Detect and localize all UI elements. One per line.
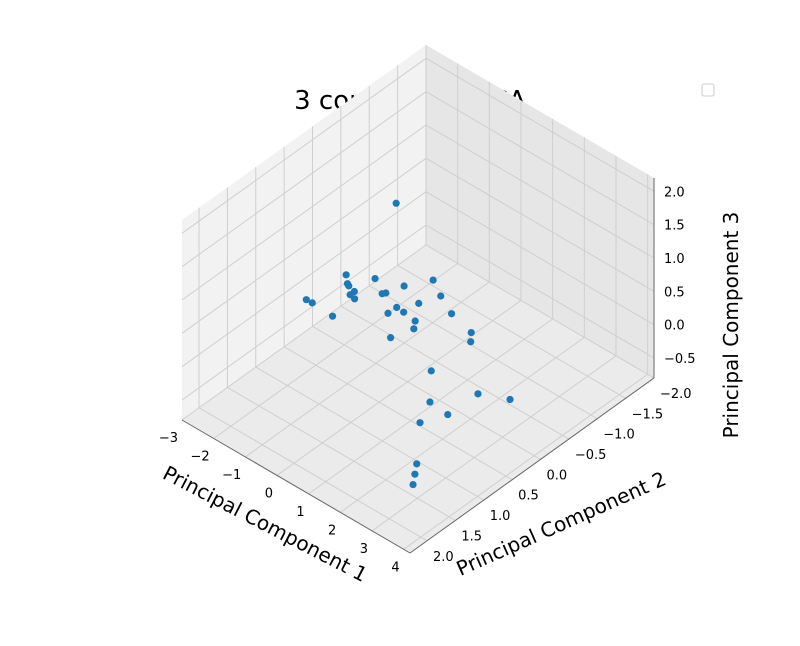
grid-line-z [181,224,427,401]
y-tick-label: 0.0 [547,468,568,483]
z-tick-label: −0.5 [664,352,696,367]
scatter-point [506,395,514,404]
x-tick-label: 0 [265,486,273,501]
scatter-point [350,287,358,296]
x-tick-label: 4 [391,560,399,575]
grid-line-x [181,244,427,421]
grid-line-x [371,355,617,532]
grid-line-x [308,318,553,495]
grid-line-x [340,336,585,513]
grid-line-z [425,124,655,259]
z-tick-label: 0.5 [664,285,685,300]
x-axis-line [181,419,411,554]
scatter-point [416,419,424,427]
scatter-point [447,310,456,318]
y-axis-line [409,377,655,554]
scatter-point [345,282,353,290]
grid-line-z [181,57,427,234]
scatter-point [427,367,435,375]
scatter-point [393,303,401,312]
scatter-point [308,299,316,307]
grid-line-y [227,387,456,521]
y-tick-label: −1.0 [603,428,635,443]
scatter-point [411,470,419,478]
grid-line-z [425,157,655,292]
grid-line-z [181,157,427,334]
grid-line-z [425,224,655,359]
grid-line-y [340,305,570,440]
grid-line-y [255,366,485,501]
scatter-point [400,282,408,290]
grid-line-y [425,244,655,379]
grid-lines [181,45,655,550]
z-tick-label: 1.5 [664,219,685,234]
scatter-point [400,308,408,316]
grid-line-z [181,124,427,301]
x-tick-label: 1 [296,505,304,520]
z-tick-label: 2.0 [664,185,685,200]
scatter-point [411,317,419,325]
grid-line-y [198,407,428,542]
x-tick-label: −1 [222,468,241,483]
y-tick-label: −2.0 [660,387,692,402]
grid-line-x [245,281,490,458]
scatter-point [413,460,421,468]
scatter-point [384,309,392,317]
scatter-point [342,271,350,279]
scatter-point [426,398,434,406]
x-tick-label: −2 [190,449,209,464]
y-tick-label: 2.0 [433,550,454,565]
grid-line-x [213,263,458,439]
scatter-points [302,199,514,489]
scatter-point [378,290,386,298]
scatter-point [409,480,417,489]
scatter-point [371,275,379,283]
x-tick-label: 3 [360,542,368,557]
tick-labels: −3 −2 −1 0 1 2 3 4 −2.0 −1.5 −1.0 −0.5 0.0 0.5 1.0 1.5 2… [159,185,696,575]
scatter-point [467,338,475,346]
scatter-point [410,325,418,333]
scatter-point [474,390,482,398]
grid-line-z [425,191,655,326]
scatter-point [444,410,452,419]
pane-floor [182,245,654,553]
y-tick-label: −1.5 [632,407,664,422]
pane-right [426,45,654,378]
grid-line-y [312,325,541,460]
y-tick-label: 1.5 [461,529,482,544]
scatter-point [302,296,310,304]
scatter-point [429,276,437,284]
scatter-point [328,312,337,320]
grid-line-x [276,300,522,476]
scatter-point [415,299,423,307]
grid-line-z [425,91,655,226]
grid-line-y [283,346,513,481]
axis-lines [181,178,655,554]
x-tick-label: −3 [159,431,178,446]
grid-line-z [425,57,655,192]
grid-line-y [397,264,626,399]
grid-line-z [181,91,427,268]
y-tick-label: −0.5 [575,448,607,463]
scatter-point [350,295,359,303]
scatter-point [392,199,400,207]
z-axis-label: Principal Component 3 [719,212,743,439]
grid-line-z [181,191,427,368]
legend [701,83,715,97]
z-tick-label: 1.0 [664,252,685,267]
y-tick-label: 1.0 [490,509,511,524]
grid-line-x [403,373,648,550]
pane-left [182,45,426,420]
scatter-point [387,334,395,342]
grid-line-y [369,285,598,420]
x-tick-label: 2 [328,523,336,538]
scatter-point [437,292,445,300]
z-tick-label: 0.0 [664,319,685,334]
y-tick-label: 0.5 [518,489,539,504]
scatter-point [467,328,475,337]
